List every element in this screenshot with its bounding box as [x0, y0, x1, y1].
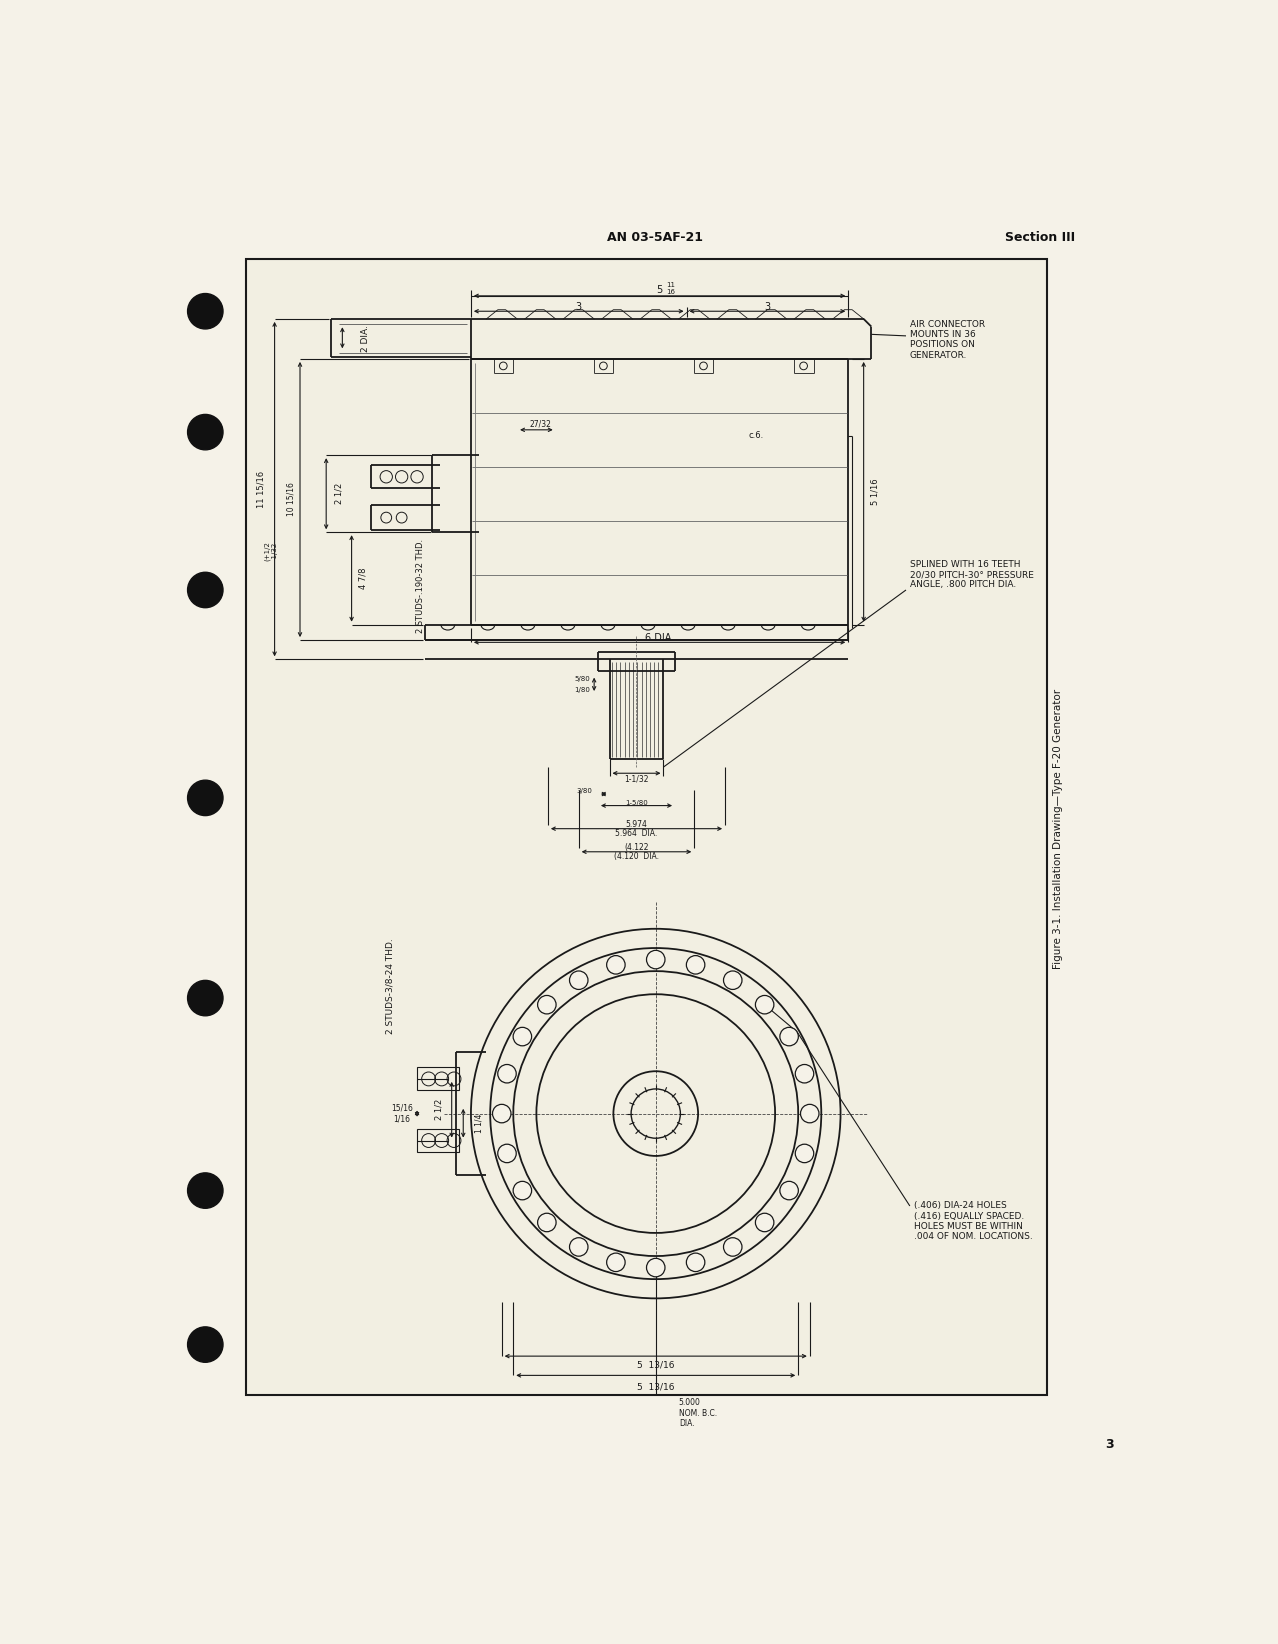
Circle shape [188, 414, 222, 450]
Circle shape [492, 1105, 511, 1123]
Text: Section III: Section III [1006, 230, 1075, 243]
Bar [247, 258, 1047, 1394]
Circle shape [780, 1028, 799, 1046]
Text: 3: 3 [575, 302, 581, 312]
Text: 5  13/16: 5 13/16 [636, 1383, 675, 1391]
Text: 2 1/2: 2 1/2 [435, 1100, 443, 1120]
Text: AIR CONNECTOR
MOUNTS IN 36
POSITIONS ON
GENERATOR.: AIR CONNECTOR MOUNTS IN 36 POSITIONS ON … [910, 319, 985, 360]
Text: 3: 3 [764, 302, 771, 312]
Circle shape [755, 1213, 774, 1231]
Text: 5 1/16: 5 1/16 [870, 478, 879, 505]
Circle shape [607, 955, 625, 973]
Text: 2 STUDS-.190-32 THD.: 2 STUDS-.190-32 THD. [417, 539, 426, 633]
Text: 5.000
NOM. B.C.
DIA.: 5.000 NOM. B.C. DIA. [679, 1399, 717, 1429]
Text: 5  13/16: 5 13/16 [636, 1361, 675, 1369]
Circle shape [538, 1213, 556, 1231]
Text: 4 7/8: 4 7/8 [359, 567, 368, 589]
Text: 3: 3 [1105, 1438, 1114, 1452]
Circle shape [188, 1172, 222, 1208]
Circle shape [780, 1182, 799, 1200]
Circle shape [514, 1028, 532, 1046]
Circle shape [723, 1238, 743, 1256]
Text: 1/80: 1/80 [575, 687, 590, 694]
Text: 1-5/80: 1-5/80 [625, 801, 648, 806]
Bar [417, 1067, 459, 1090]
Text: (+1/2
-1/32: (+1/2 -1/32 [265, 541, 277, 561]
Circle shape [607, 1253, 625, 1271]
Text: 10 15/16: 10 15/16 [286, 483, 295, 516]
Circle shape [514, 1182, 532, 1200]
Circle shape [570, 1238, 588, 1256]
Circle shape [795, 1144, 814, 1162]
Circle shape [188, 781, 222, 815]
Text: 5/80: 5/80 [575, 676, 590, 682]
Text: AN 03-5AF-21: AN 03-5AF-21 [607, 230, 703, 243]
Text: 5: 5 [657, 284, 663, 294]
Bar [417, 1129, 459, 1152]
Circle shape [188, 294, 222, 329]
Text: 2 STUDS-3/8-24 THD.: 2 STUDS-3/8-24 THD. [386, 939, 395, 1034]
Circle shape [755, 996, 774, 1014]
Text: 2 DIA.: 2 DIA. [360, 326, 369, 352]
Text: 5.964  DIA.: 5.964 DIA. [616, 829, 658, 838]
Circle shape [188, 980, 222, 1016]
Text: 3/80: 3/80 [576, 787, 592, 794]
Circle shape [647, 950, 665, 968]
Text: 6 DIA.: 6 DIA. [645, 633, 675, 643]
Circle shape [188, 1327, 222, 1363]
Text: (4.120  DIA.: (4.120 DIA. [613, 852, 659, 861]
Circle shape [570, 972, 588, 990]
Text: 1-1/32: 1-1/32 [624, 774, 649, 783]
Bar [247, 258, 1047, 1394]
Circle shape [188, 572, 222, 608]
Text: Figure 3-1. Installation Drawing—Type F-20 Generator: Figure 3-1. Installation Drawing—Type F-… [1053, 689, 1063, 968]
Text: (4.122: (4.122 [624, 843, 649, 853]
Text: 1 1/4: 1 1/4 [474, 1113, 483, 1133]
Text: SPLINED WITH 16 TEETH
20/30 PITCH-30° PRESSURE
ANGLE, .800 PITCH DIA.: SPLINED WITH 16 TEETH 20/30 PITCH-30° PR… [910, 559, 1034, 590]
Text: 15/16
1/16: 15/16 1/16 [391, 1103, 413, 1123]
Text: (.406) DIA-24 HOLES
(.416) EQUALLY SPACED.
HOLES MUST BE WITHIN
.004 OF NOM. LOC: (.406) DIA-24 HOLES (.416) EQUALLY SPACE… [914, 1202, 1033, 1241]
Circle shape [686, 955, 705, 973]
Text: 5.974: 5.974 [625, 820, 648, 829]
Text: 11
16: 11 16 [667, 281, 676, 294]
Circle shape [538, 996, 556, 1014]
Circle shape [800, 1105, 819, 1123]
Circle shape [723, 972, 743, 990]
Text: c.6.: c.6. [748, 431, 763, 441]
Circle shape [497, 1064, 516, 1083]
Text: 11 15/16: 11 15/16 [256, 470, 266, 508]
Text: 2 1/2: 2 1/2 [334, 483, 343, 505]
Circle shape [497, 1144, 516, 1162]
Circle shape [795, 1064, 814, 1083]
Circle shape [647, 1258, 665, 1277]
Text: 27/32: 27/32 [529, 419, 551, 429]
Circle shape [686, 1253, 705, 1271]
